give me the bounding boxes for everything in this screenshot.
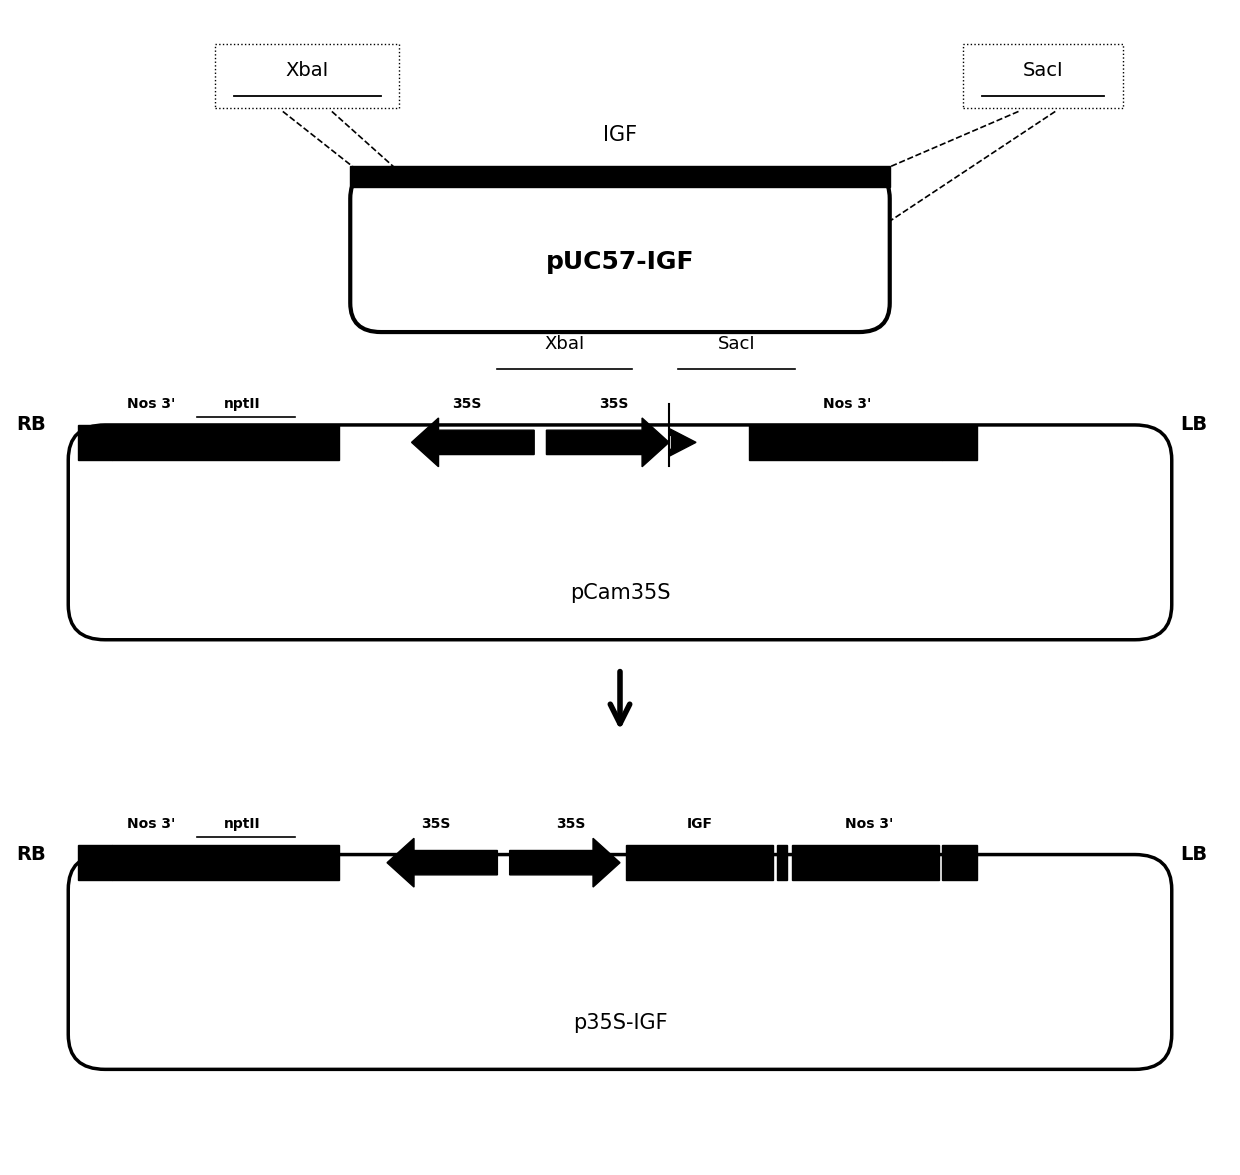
Text: pUC57-IGF: pUC57-IGF [546,250,694,275]
Bar [777,845,786,880]
Bar [749,425,942,459]
Text: pCam35S: pCam35S [569,583,671,603]
Text: p35S-IGF: p35S-IGF [573,1013,667,1033]
Text: XbaI: XbaI [285,61,329,80]
FancyBboxPatch shape [68,854,1172,1069]
FancyArrow shape [387,838,497,887]
FancyArrow shape [547,418,670,466]
Bar [350,166,890,187]
Bar [113,845,340,880]
FancyArrow shape [670,429,696,456]
Bar [78,845,113,880]
Text: nptII: nptII [224,397,260,411]
Text: Nos 3': Nos 3' [844,818,893,832]
FancyArrow shape [412,418,534,466]
Text: RB: RB [16,416,46,435]
Text: SacI: SacI [1023,61,1064,80]
Text: 35S: 35S [557,818,585,832]
Text: XbaI: XbaI [544,335,585,352]
Text: 35S: 35S [599,397,629,411]
Text: LB: LB [1180,416,1208,435]
Text: Nos 3': Nos 3' [128,397,176,411]
Bar [626,845,774,880]
Text: nptII: nptII [224,818,260,832]
Bar [78,425,113,459]
FancyBboxPatch shape [68,425,1172,639]
Bar [791,845,939,880]
Text: 35S: 35S [453,397,481,411]
Text: IGF: IGF [603,125,637,145]
Text: 35S: 35S [422,818,451,832]
Text: RB: RB [16,845,46,864]
Bar [942,845,977,880]
Text: Nos 3': Nos 3' [128,818,176,832]
Bar [942,425,977,459]
Text: Nos 3': Nos 3' [822,397,870,411]
FancyArrow shape [510,838,620,887]
FancyBboxPatch shape [350,169,890,333]
Bar [113,425,340,459]
Text: LB: LB [1180,845,1208,864]
Text: IGF: IGF [687,818,713,832]
Text: SacI: SacI [718,335,755,352]
